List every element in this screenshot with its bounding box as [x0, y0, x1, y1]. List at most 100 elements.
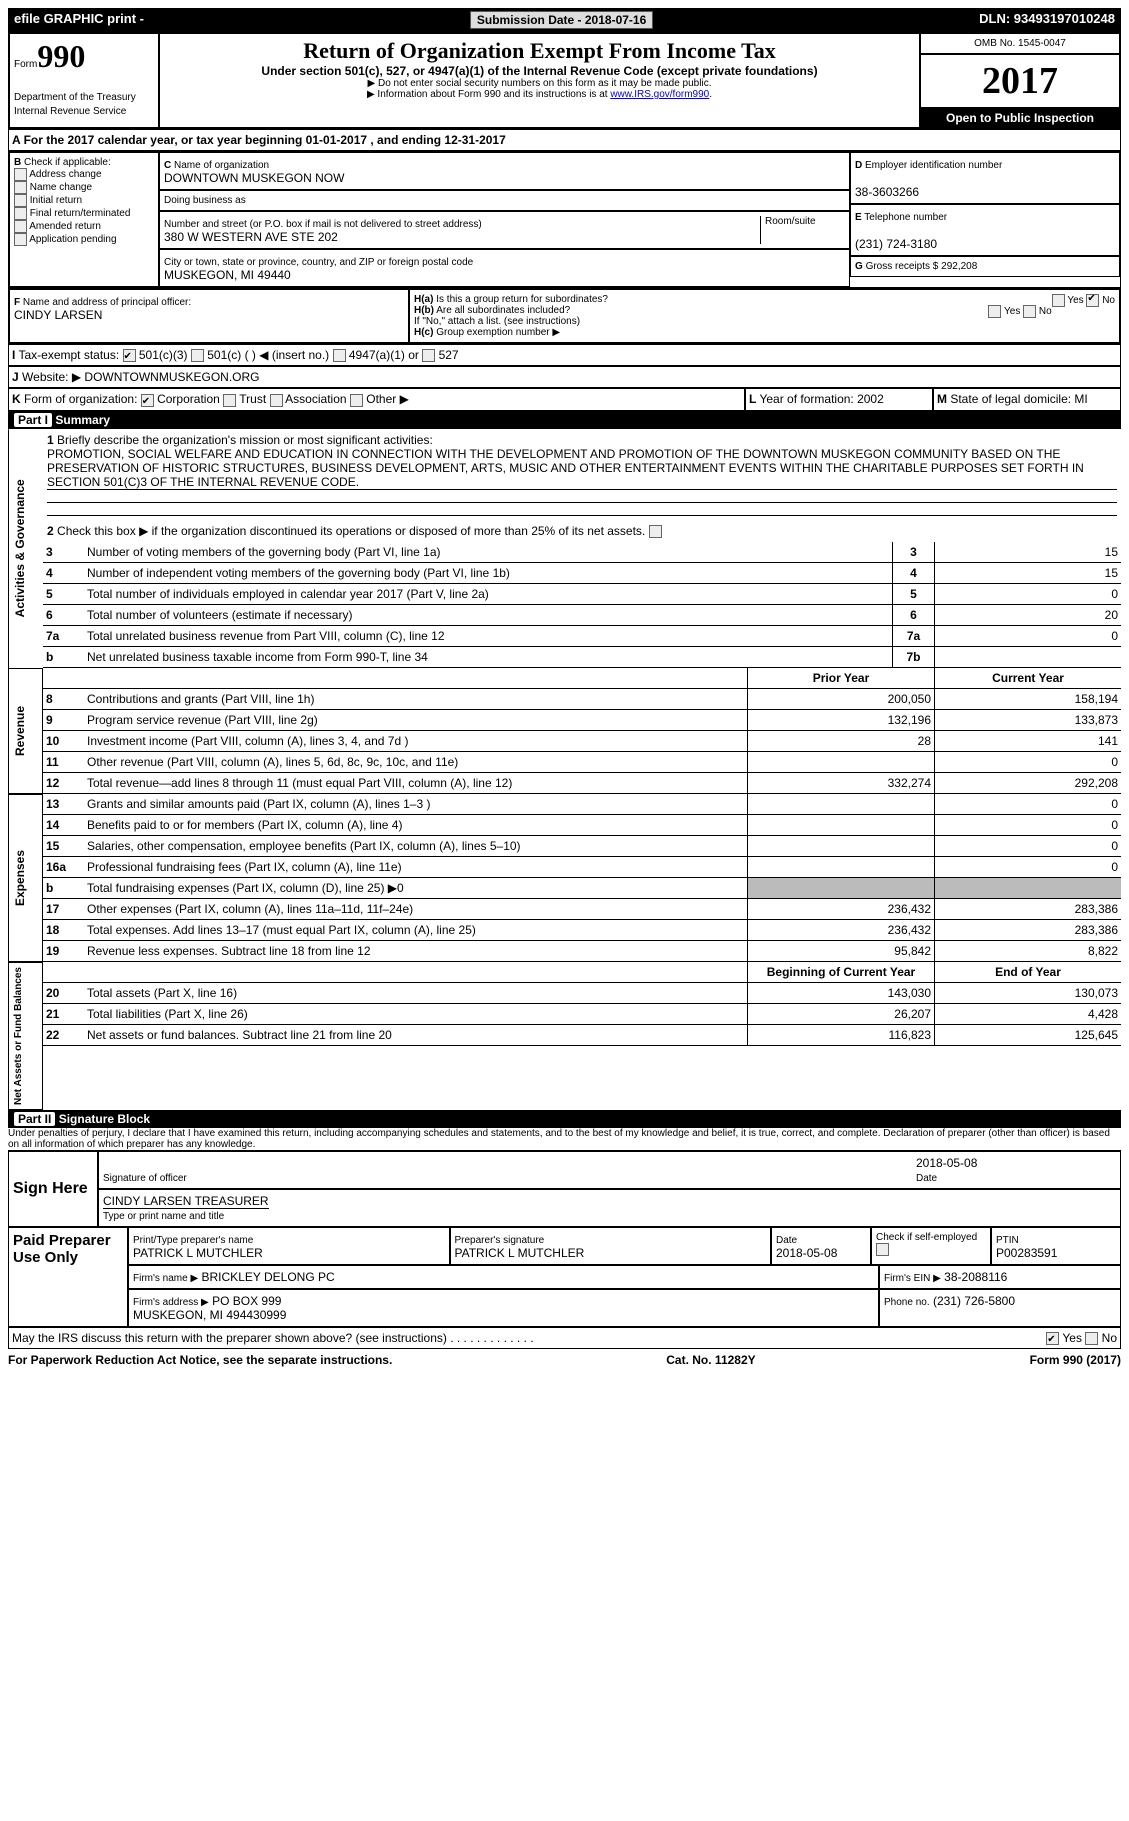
dba-cell: Doing business as	[159, 190, 850, 211]
ein-cell: D Employer identification number38-36032…	[850, 152, 1120, 204]
cat-no: Cat. No. 11282Y	[666, 1353, 755, 1367]
vlabel-revenue: Revenue	[8, 668, 43, 794]
typed-name: CINDY LARSEN TREASURER	[103, 1194, 269, 1209]
form-990: 990	[37, 38, 85, 74]
cb-other[interactable]	[350, 394, 363, 407]
firm-ein-cell: Firm's EIN ▶ 38-2088116	[879, 1265, 1121, 1289]
col-header-balances: Beginning of Current YearEnd of Year	[43, 962, 1121, 983]
line-5: 5Total number of individuals employed in…	[43, 584, 1121, 605]
mission-block: 1 Briefly describe the organization's mi…	[43, 429, 1121, 520]
tax-exempt-row: I Tax-exempt status: 501(c)(3) 501(c) ( …	[8, 344, 1121, 366]
year-formation: L Year of formation: 2002	[745, 388, 933, 410]
line-6: 6Total number of volunteers (estimate if…	[43, 605, 1121, 626]
line-17: 17Other expenses (Part IX, column (A), l…	[43, 899, 1121, 920]
form-title: Return of Organization Exempt From Incom…	[164, 38, 915, 64]
cb-ha-yes[interactable]	[1052, 294, 1065, 307]
org-name-cell: C Name of organization DOWNTOWN MUSKEGON…	[159, 152, 850, 190]
irs-link[interactable]: www.IRS.gov/form990	[610, 89, 709, 100]
street-address: 380 W WESTERN AVE STE 202	[164, 230, 338, 244]
paperwork-notice: For Paperwork Reduction Act Notice, see …	[8, 1353, 392, 1367]
cb-501c3[interactable]	[123, 349, 136, 362]
line-8: 8Contributions and grants (Part VIII, li…	[43, 689, 1121, 710]
firm-name-cell: Firm's name ▶ BRICKLEY DELONG PC	[128, 1265, 879, 1289]
ptin-cell: PTINP00283591	[991, 1227, 1121, 1265]
footer: For Paperwork Reduction Act Notice, see …	[8, 1349, 1121, 1367]
cb-association[interactable]	[270, 394, 283, 407]
line-13: 13Grants and similar amounts paid (Part …	[43, 794, 1121, 815]
org-name: DOWNTOWN MUSKEGON NOW	[164, 171, 344, 185]
form-990-2017: Form 990 (2017)	[1030, 1353, 1121, 1367]
typed-name-row: CINDY LARSEN TREASURER Type or print nam…	[98, 1189, 1121, 1227]
line-18: 18Total expenses. Add lines 13–17 (must …	[43, 920, 1121, 941]
addr-cell: Number and street (or P.O. box if mail i…	[159, 211, 850, 249]
title-cell: Return of Organization Exempt From Incom…	[159, 33, 920, 128]
cb-ha-no[interactable]	[1086, 294, 1099, 307]
line-14: 14Benefits paid to or for members (Part …	[43, 815, 1121, 836]
cb-4947[interactable]	[333, 349, 346, 362]
line-12: 12Total revenue—add lines 8 through 11 (…	[43, 773, 1121, 794]
prep-name-cell: Print/Type preparer's namePATRICK L MUTC…	[128, 1227, 450, 1265]
part-i-header: Part I Summary	[8, 411, 1121, 429]
telephone: (231) 724-3180	[855, 237, 937, 251]
room-suite: Room/suite	[760, 216, 845, 244]
cb-amended-return[interactable]	[14, 220, 27, 233]
group-return-cell: H(a) Is this a group return for subordin…	[409, 289, 1120, 343]
cb-527[interactable]	[422, 349, 435, 362]
line-7a: 7aTotal unrelated business revenue from …	[43, 626, 1121, 647]
signature-row: Signature of officer 2018-05-08Date	[98, 1151, 1121, 1189]
perjury-text: Under penalties of perjury, I declare th…	[8, 1128, 1121, 1151]
form-of-org-row: K Form of organization: Corporation Trus…	[8, 388, 745, 410]
legal-domicile: M State of legal domicile: MI	[933, 388, 1121, 410]
cb-discuss-no[interactable]	[1085, 1332, 1098, 1345]
cb-final-return[interactable]	[14, 207, 27, 220]
website-row: J Website: ▶ DOWNTOWNMUSKEGON.ORG	[8, 366, 1121, 388]
submission-date: Submission Date - 2018-07-16	[470, 11, 653, 29]
officer-cell: F Name and address of principal officer:…	[9, 289, 409, 343]
line-22: 22Net assets or fund balances. Subtract …	[43, 1025, 1121, 1046]
sign-here-label: Sign Here	[8, 1151, 98, 1227]
open-to-public: Open to Public Inspection	[920, 108, 1120, 128]
cb-corporation[interactable]	[141, 394, 154, 407]
period-row: A For the 2017 calendar year, or tax yea…	[8, 129, 1121, 151]
cb-hb-yes[interactable]	[988, 305, 1001, 318]
discuss-row: May the IRS discuss this return with the…	[8, 1327, 1121, 1349]
city-state-zip: MUSKEGON, MI 49440	[164, 268, 291, 282]
efile-label: efile GRAPHIC print -	[14, 11, 144, 26]
line-4: 4Number of independent voting members of…	[43, 563, 1121, 584]
form-number-cell: Form990 Department of the Treasury Inter…	[9, 33, 159, 128]
mission-text: PROMOTION, SOCIAL WELFARE AND EDUCATION …	[47, 447, 1117, 490]
cb-initial-return[interactable]	[14, 194, 27, 207]
part-ii-header: Part II Signature Block	[8, 1110, 1121, 1128]
cb-trust[interactable]	[223, 394, 236, 407]
cb-hb-no[interactable]	[1023, 305, 1036, 318]
vlabel-expenses: Expenses	[8, 794, 43, 962]
line-3: 3Number of voting members of the governi…	[43, 542, 1121, 563]
cb-discuss-yes[interactable]	[1046, 1332, 1059, 1345]
ssn-note: ▶ Do not enter social security numbers o…	[164, 78, 915, 89]
prep-sig-cell: Preparer's signaturePATRICK L MUTCHLER	[450, 1227, 772, 1265]
line-19: 19Revenue less expenses. Subtract line 1…	[43, 941, 1121, 962]
firm-addr-cell: Firm's address ▶ PO BOX 999MUSKEGON, MI …	[128, 1289, 879, 1327]
cb-self-employed[interactable]	[876, 1243, 889, 1256]
line-2: 2 Check this box ▶ if the organization d…	[43, 520, 1121, 542]
vlabel-balances: Net Assets or Fund Balances	[8, 962, 43, 1110]
city-cell: City or town, state or province, country…	[159, 249, 850, 287]
line-10: 10Investment income (Part VIII, column (…	[43, 731, 1121, 752]
cb-application-pending[interactable]	[14, 233, 27, 246]
paid-preparer-label: Paid Preparer Use Only	[8, 1227, 128, 1327]
efile-header: efile GRAPHIC print - Submission Date - …	[8, 8, 1121, 32]
irs: Internal Revenue Service	[14, 106, 126, 117]
tax-year: 2017	[920, 54, 1120, 108]
gross-receipts: G Gross receipts $ 292,208	[850, 256, 1120, 277]
dln: DLN: 93493197010248	[979, 11, 1115, 29]
cb-discontinued[interactable]	[649, 525, 662, 538]
line-9: 9Program service revenue (Part VIII, lin…	[43, 710, 1121, 731]
website: DOWNTOWNMUSKEGON.ORG	[84, 370, 259, 384]
phone-cell: E Telephone number(231) 724-3180	[850, 204, 1120, 256]
cb-name-change[interactable]	[14, 181, 27, 194]
cb-address-change[interactable]	[14, 168, 27, 181]
line-21: 21Total liabilities (Part X, line 26)26,…	[43, 1004, 1121, 1025]
omb: OMB No. 1545-0047	[920, 33, 1120, 54]
line-b: bTotal fundraising expenses (Part IX, co…	[43, 878, 1121, 899]
cb-501c[interactable]	[191, 349, 204, 362]
